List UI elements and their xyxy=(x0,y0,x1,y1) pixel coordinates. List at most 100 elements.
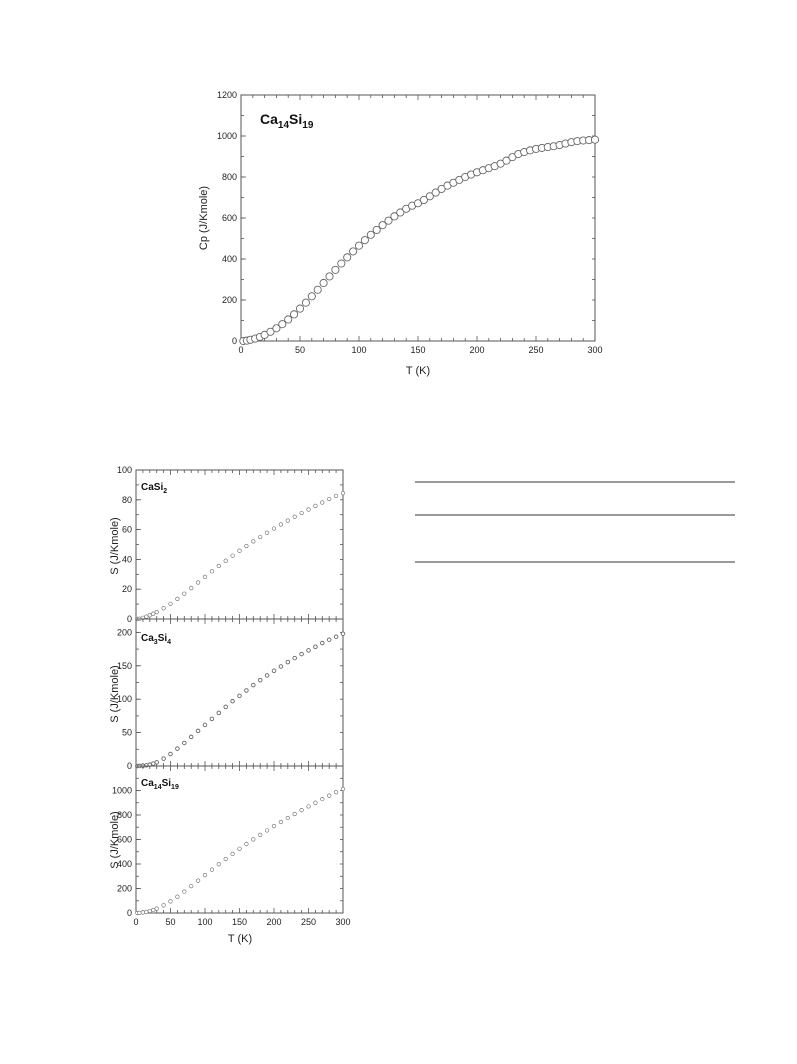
cp-data-point xyxy=(278,320,287,329)
s-ca14si19-data-point xyxy=(147,908,152,914)
s-ca3si4-data-point xyxy=(182,740,187,746)
s-ca14si19-y-tick-label: 600 xyxy=(117,835,132,845)
cp-x-axis-label: T (K) xyxy=(406,365,430,377)
s-ca14si19-x-tick-label: 150 xyxy=(232,917,247,927)
cp-data-point xyxy=(431,188,440,197)
s-casi2-data-point xyxy=(299,510,304,516)
s-ca14si19-data-point xyxy=(202,873,208,878)
cp-data-point xyxy=(266,327,275,336)
s-ca14si19-data-point xyxy=(175,894,180,899)
s-ca3si4-data-point xyxy=(333,634,339,639)
s-ca14si19-x-axis-label: T (K) xyxy=(228,933,252,945)
cp-data-point xyxy=(349,247,358,256)
cp-data-point xyxy=(419,195,428,205)
cp-x-tick-label: 250 xyxy=(528,345,543,355)
s-ca14si19-data-point xyxy=(285,815,290,821)
cp-x-tick-label: 200 xyxy=(469,345,484,355)
s-casi2-data-point xyxy=(196,580,201,585)
s-ca14si19-data-point xyxy=(299,807,304,813)
s-ca14si19-data-point xyxy=(154,906,159,911)
s-casi2-y-tick-label: 80 xyxy=(122,495,132,505)
cp-chart-title: Ca14Si19 xyxy=(260,111,314,131)
s-casi2-data-point xyxy=(230,553,235,558)
s-ca14si19-data-point xyxy=(151,907,156,913)
s-ca14si19-data-point xyxy=(196,878,201,883)
s-ca14si19-x-tick-label: 50 xyxy=(165,917,175,927)
s-ca14si19-y-tick-label: 400 xyxy=(117,859,132,869)
s-casi2-title: CaSi2 xyxy=(141,482,167,495)
cp-data-point xyxy=(502,156,511,165)
s-casi2-data-points xyxy=(135,490,346,622)
s-ca14si19-y-tick-label: 1000 xyxy=(112,786,132,796)
s-casi2-data-point xyxy=(278,522,284,527)
s-ca14si19-data-point xyxy=(292,811,297,817)
s-ca14si19-y-tick-label: 800 xyxy=(117,810,132,820)
s-casi2-data-point xyxy=(306,507,311,512)
s-ca14si19-data-point xyxy=(306,804,311,809)
s-ca3si4-data-point xyxy=(285,659,291,665)
s-ca3si4-data-point xyxy=(230,698,235,704)
s-casi2-data-point xyxy=(147,613,152,618)
s-ca3si4-y-tick-label: 100 xyxy=(117,694,132,704)
s-ca3si4-y-tick-label: 50 xyxy=(122,728,132,738)
s-ca14si19-data-point xyxy=(189,884,194,889)
s-ca3si4-data-point xyxy=(264,673,270,678)
s-ca14si19-y-tick-label: 200 xyxy=(117,884,132,894)
s-ca14si19-axes: 0 200 400 600 800 1000 0 50 100 150 200 250 300 xyxy=(112,765,351,927)
s-casi2-data-point xyxy=(237,548,242,553)
s-ca14si19-data-point xyxy=(251,837,256,842)
s-ca14si19-data-point xyxy=(209,867,214,872)
cp-data-point xyxy=(337,259,346,268)
cp-data-point xyxy=(378,221,387,230)
s-casi2-y-tick-label: 60 xyxy=(122,525,132,535)
s-casi2-data-point xyxy=(251,539,256,544)
cp-plot-frame xyxy=(240,94,596,342)
s-ca14si19-data-point xyxy=(182,889,187,894)
cp-data-point xyxy=(384,216,393,225)
s-casi2-data-point xyxy=(161,606,166,611)
s-ca3si4-data-point xyxy=(154,760,159,765)
cp-y-tick-label: 600 xyxy=(222,213,237,223)
cp-data-point xyxy=(319,278,328,288)
s-ca3si4-data-point xyxy=(313,644,318,649)
s-ca3si4-data-point xyxy=(244,688,249,693)
s-ca14si19-x-tick-label: 300 xyxy=(335,917,350,927)
s-casi2-y-tick-label: 100 xyxy=(117,465,132,475)
s-casi2-data-point xyxy=(216,563,221,569)
cp-data-point xyxy=(272,324,281,333)
cp-x-tick-label: 300 xyxy=(587,345,602,355)
cp-data-point xyxy=(290,310,299,319)
s-casi2-data-point xyxy=(271,526,277,531)
s-casi2-axes: 0 20 40 60 80 100 xyxy=(117,465,344,624)
s-ca14si19-x-tick-label: 200 xyxy=(266,917,281,927)
s-ca14si19-data-point xyxy=(168,899,173,904)
s-ca14si19-data-point xyxy=(271,824,277,829)
s-casi2-data-point xyxy=(154,610,159,615)
s-ca3si4-title: Ca3Si4 xyxy=(141,633,171,646)
cp-data-point xyxy=(301,298,310,307)
s-ca3si4-data-point xyxy=(223,704,228,710)
s-ca3si4-y-tick-label: 0 xyxy=(127,761,132,771)
cp-y-tick-label: 0 xyxy=(232,336,237,346)
cp-data-point xyxy=(307,292,316,301)
cp-y-tick-label: 800 xyxy=(222,172,237,182)
s-casi2-data-point xyxy=(327,496,332,502)
s-ca3si4-data-point xyxy=(292,655,297,661)
s-ca14si19-x-tick-label: 100 xyxy=(197,917,212,927)
s-casi2-data-point xyxy=(151,611,156,616)
s-ca14si19-chart: 0 200 400 600 800 1000 0 50 100 150 200 250 300 Ca14… xyxy=(109,765,351,945)
s-casi2-data-point xyxy=(265,530,270,535)
s-casi2-data-point xyxy=(182,591,187,596)
s-ca14si19-data-points xyxy=(135,786,346,916)
s-ca14si19-data-point xyxy=(140,910,145,915)
s-ca14si19-data-point xyxy=(144,909,149,914)
cp-x-tick-label: 50 xyxy=(295,345,305,355)
s-ca3si4-data-point xyxy=(195,728,201,734)
cp-data-point xyxy=(284,315,293,324)
cp-data-point xyxy=(372,225,381,234)
s-casi2-data-point xyxy=(340,490,346,496)
s-ca3si4-data-point xyxy=(278,664,284,669)
s-casi2-data-point xyxy=(202,574,208,579)
s-ca14si19-data-point xyxy=(244,841,249,847)
